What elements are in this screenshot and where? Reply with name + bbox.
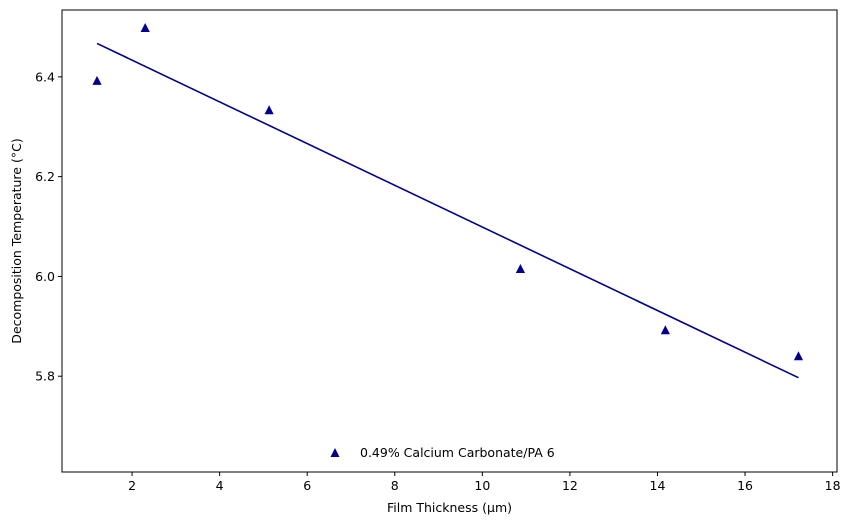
plot-content — [92, 22, 804, 379]
data-point — [793, 351, 804, 361]
trend-line — [96, 42, 799, 379]
x-tick-label: 18 — [825, 478, 841, 493]
x-tick-label: 16 — [737, 478, 753, 493]
legend-label: 0.49% Calcium Carbonate/PA 6 — [360, 445, 555, 460]
legend-marker-triangle — [330, 448, 340, 457]
data-point — [264, 105, 274, 115]
x-tick-label: 4 — [216, 478, 224, 493]
y-tick-label: 6.4 — [35, 69, 55, 84]
data-point — [660, 325, 670, 335]
x-tick-label: 6 — [303, 478, 311, 493]
x-tick-label: 8 — [391, 478, 399, 493]
x-tick-label: 14 — [650, 478, 666, 493]
x-axis: 2 4 6 8 10 12 14 16 18 — [128, 472, 841, 493]
y-tick-label: 6.2 — [35, 169, 55, 184]
x-tick-label: 12 — [562, 478, 578, 493]
x-axis-label: Film Thickness (µm) — [387, 500, 512, 515]
y-axis: 5.8 6.0 6.2 6.4 — [35, 69, 62, 384]
legend: 0.49% Calcium Carbonate/PA 6 — [330, 445, 555, 460]
y-tick-label: 6.0 — [35, 269, 55, 284]
x-tick-label: 10 — [474, 478, 490, 493]
y-axis-label: Decomposition Temperature (°C) — [9, 138, 24, 343]
data-point — [92, 75, 102, 85]
y-tick-label: 5.8 — [35, 369, 55, 384]
x-tick-label: 2 — [128, 478, 136, 493]
data-point — [140, 22, 150, 32]
data-point — [515, 263, 526, 273]
plot-frame — [61, 9, 838, 473]
